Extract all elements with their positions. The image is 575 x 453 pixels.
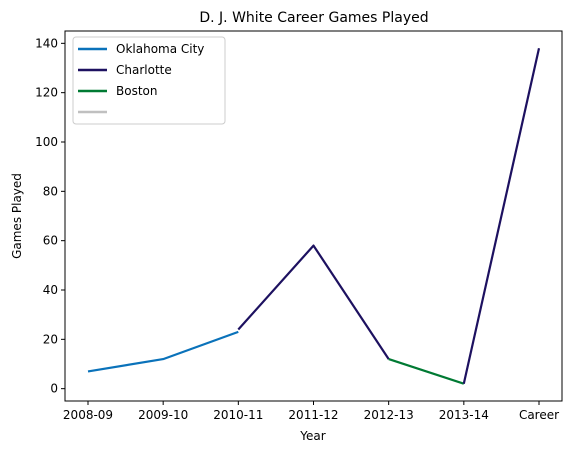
x-tick-label: 2010-11 xyxy=(213,408,263,422)
legend: Oklahoma City Charlotte Boston xyxy=(72,36,226,125)
y-tick-label: 0 xyxy=(50,382,58,396)
y-axis-label: Games Played xyxy=(10,173,24,259)
series-line-oklahoma-city xyxy=(87,330,239,373)
y-tick-label: 100 xyxy=(35,135,58,149)
legend-label: Boston xyxy=(116,84,157,98)
series-line-charlotte xyxy=(237,244,390,360)
y-tick-label: 60 xyxy=(43,234,58,248)
x-axis-label: Year xyxy=(299,429,325,443)
y-tick-label: 140 xyxy=(35,36,58,50)
x-tick-label: 2009-10 xyxy=(138,408,188,422)
x-tick-label: 2008-09 xyxy=(63,408,113,422)
legend-box xyxy=(72,36,226,125)
y-tick-label: 40 xyxy=(43,283,58,297)
legend-label: Charlotte xyxy=(116,63,172,77)
x-tick-label: 2011-12 xyxy=(288,408,338,422)
legend-label: Oklahoma City xyxy=(116,42,204,56)
series-line-career xyxy=(462,48,541,384)
chart-title: D. J. White Career Games Played xyxy=(199,10,428,26)
y-tick-label: 20 xyxy=(43,332,58,346)
plot-area xyxy=(87,48,541,385)
x-tick-label: Career xyxy=(519,408,559,422)
y-tick-label: 80 xyxy=(43,184,58,198)
x-tick-label: 2013-14 xyxy=(439,408,489,422)
y-tick-label: 120 xyxy=(35,86,58,100)
x-tick-label: 2012-13 xyxy=(364,408,414,422)
series-line-boston xyxy=(388,358,465,385)
